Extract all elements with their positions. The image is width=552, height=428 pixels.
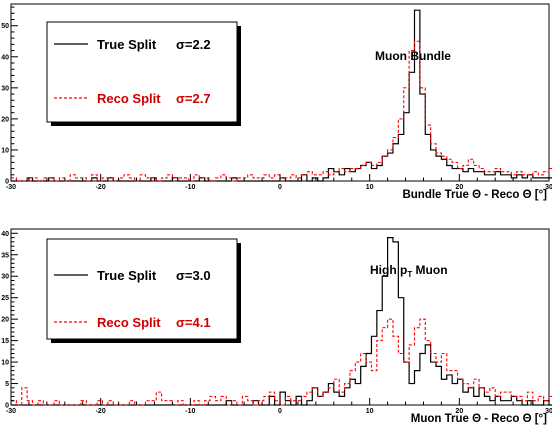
panel-annotation: High pT Muon xyxy=(370,263,448,279)
y-tick-label: 10 xyxy=(1,147,9,154)
y-tick-label: 0 xyxy=(5,403,9,410)
histogram-series xyxy=(11,236,552,406)
y-tick-label: 15 xyxy=(1,338,9,345)
y-tick-label: 25 xyxy=(1,295,9,302)
x-tick-label: -20 xyxy=(96,184,106,191)
x-tick-label: -20 xyxy=(96,408,106,415)
y-tick-label: 30 xyxy=(1,274,9,281)
annotation-tail: Muon xyxy=(412,263,447,277)
x-tick-label: 0 xyxy=(278,408,282,415)
x-axis-label: Muon True Θ - Reco Θ [°] xyxy=(411,413,547,425)
y-tick-label: 10 xyxy=(1,360,9,367)
legend-box xyxy=(46,21,238,123)
histogram-panel: -30 -20 -10 0 10 20 30 0 10 20 30 40 50 True Split σ=2… xyxy=(1,3,552,201)
legend-label: True Split xyxy=(97,268,157,283)
x-tick-label: 10 xyxy=(366,408,374,415)
histogram-panel: -30 -20 -10 0 10 20 30 0 5 10 15 20 25 30 35 40 True Spl… xyxy=(1,228,552,425)
x-tick-label: -10 xyxy=(185,408,195,415)
legend-label: True Split xyxy=(97,37,157,52)
y-tick-label: 20 xyxy=(1,116,9,123)
y-tick-label: 30 xyxy=(1,85,9,92)
x-tick-label: -10 xyxy=(185,184,195,191)
x-tick-label: 30 xyxy=(545,184,552,191)
x-tick-label: 30 xyxy=(545,408,552,415)
x-tick-label: -30 xyxy=(6,408,16,415)
legend-sigma: σ=4.1 xyxy=(176,315,211,330)
x-tick-label: 0 xyxy=(278,184,282,191)
panel-annotation: Muon Bundle xyxy=(375,49,451,63)
x-tick-label: 20 xyxy=(455,408,463,415)
x-tick-label: 20 xyxy=(455,184,463,191)
y-tick-label: 40 xyxy=(1,231,9,238)
x-tick-label: -30 xyxy=(6,184,16,191)
legend-label: Reco Split xyxy=(97,315,161,330)
y-tick-label: 50 xyxy=(1,23,9,30)
legend-label: Reco Split xyxy=(97,91,161,106)
histogram-series xyxy=(11,40,552,182)
x-tick-label: 10 xyxy=(366,184,374,191)
annotation-subscript: T xyxy=(407,270,412,279)
y-tick-label: 20 xyxy=(1,317,9,324)
x-axis-label: Bundle True Θ - Reco Θ [°] xyxy=(402,189,547,201)
y-tick-label: 0 xyxy=(5,179,9,186)
histogram-series xyxy=(11,318,552,406)
y-tick-label: 5 xyxy=(5,381,9,388)
legend-sigma: σ=3.0 xyxy=(176,268,211,283)
legend-sigma: σ=2.7 xyxy=(176,91,211,106)
legend-sigma: σ=2.2 xyxy=(176,37,211,52)
y-tick-label: 35 xyxy=(1,252,9,259)
legend-box xyxy=(46,238,238,340)
y-tick-label: 40 xyxy=(1,54,9,61)
